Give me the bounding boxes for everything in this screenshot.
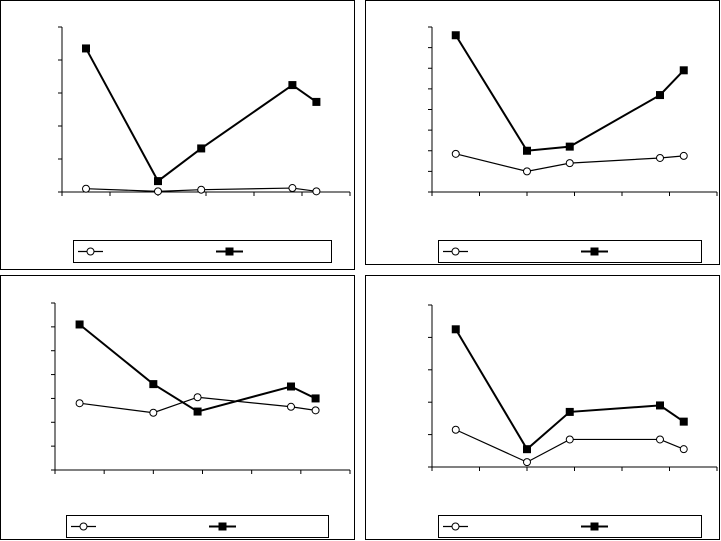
- legend-marker-1: [590, 522, 599, 531]
- series-0-point: [656, 435, 664, 444]
- chart-panel-top-left: [0, 0, 355, 270]
- legend-marker-0: [451, 247, 460, 256]
- series-0-point: [451, 149, 460, 158]
- series-1-point: [523, 445, 531, 454]
- legend: [66, 515, 329, 538]
- series-0-point: [523, 167, 531, 176]
- series-0-point: [679, 151, 688, 160]
- series-0-point: [523, 458, 531, 467]
- chart-frame: [0, 275, 355, 540]
- series-0-point: [154, 187, 162, 196]
- series-0-point: [288, 184, 297, 193]
- legend-marker-1: [590, 247, 599, 256]
- chart-1-svg: [365, 0, 720, 265]
- series-1-point: [451, 325, 460, 334]
- series-1-point: [312, 97, 321, 106]
- legend-box: [438, 240, 702, 263]
- series-1-point: [193, 407, 202, 416]
- series-0-point: [197, 185, 206, 194]
- series-0-point: [193, 393, 202, 402]
- series-1-point: [656, 91, 664, 100]
- legend-box: [438, 515, 702, 538]
- chart-frame: [0, 0, 355, 270]
- legend-marker-1: [218, 522, 227, 531]
- series-1-point: [451, 31, 460, 40]
- chart-panel-top-right: [365, 0, 720, 265]
- legend-box: [73, 240, 332, 263]
- series-1-point: [154, 177, 162, 186]
- series-1-point: [311, 394, 320, 403]
- series-1-point: [679, 417, 688, 426]
- series-0-point: [565, 435, 574, 444]
- legend-marker-1: [225, 247, 234, 256]
- series-1-point: [565, 407, 574, 416]
- series-1-point: [288, 81, 297, 90]
- series-1-point: [656, 401, 664, 410]
- series-0-point: [82, 184, 90, 193]
- legend: [438, 240, 702, 263]
- legend-marker-0: [79, 522, 88, 531]
- series-1-point: [197, 144, 206, 153]
- series-0-point: [656, 153, 664, 162]
- series-1-point: [149, 380, 158, 389]
- legend: [73, 240, 332, 263]
- chart-panel-bottom-left: [0, 275, 355, 540]
- series-1-point: [82, 44, 90, 53]
- series-1-point: [565, 142, 574, 151]
- series-0-point: [451, 425, 460, 434]
- legend: [438, 515, 702, 538]
- series-1-point: [679, 66, 688, 75]
- series-0-point: [287, 402, 295, 411]
- chart-frame: [365, 0, 720, 265]
- series-0-point: [312, 187, 321, 196]
- series-1-point: [523, 146, 531, 155]
- series-0-point: [565, 159, 574, 168]
- chart-panel-bottom-right: [365, 275, 720, 540]
- series-1-point: [75, 320, 84, 329]
- legend-box: [66, 515, 329, 538]
- series-0-point: [311, 406, 320, 415]
- chart-3-svg: [365, 275, 720, 540]
- legend-marker-0: [451, 522, 460, 531]
- series-0-point: [149, 408, 158, 417]
- chart-frame: [365, 275, 720, 540]
- series-0-point: [75, 399, 84, 408]
- chart-2-svg: [0, 275, 355, 540]
- series-1-point: [287, 382, 295, 391]
- series-0-point: [679, 445, 688, 454]
- legend-marker-0: [86, 247, 95, 256]
- chart-0-svg: [0, 0, 355, 270]
